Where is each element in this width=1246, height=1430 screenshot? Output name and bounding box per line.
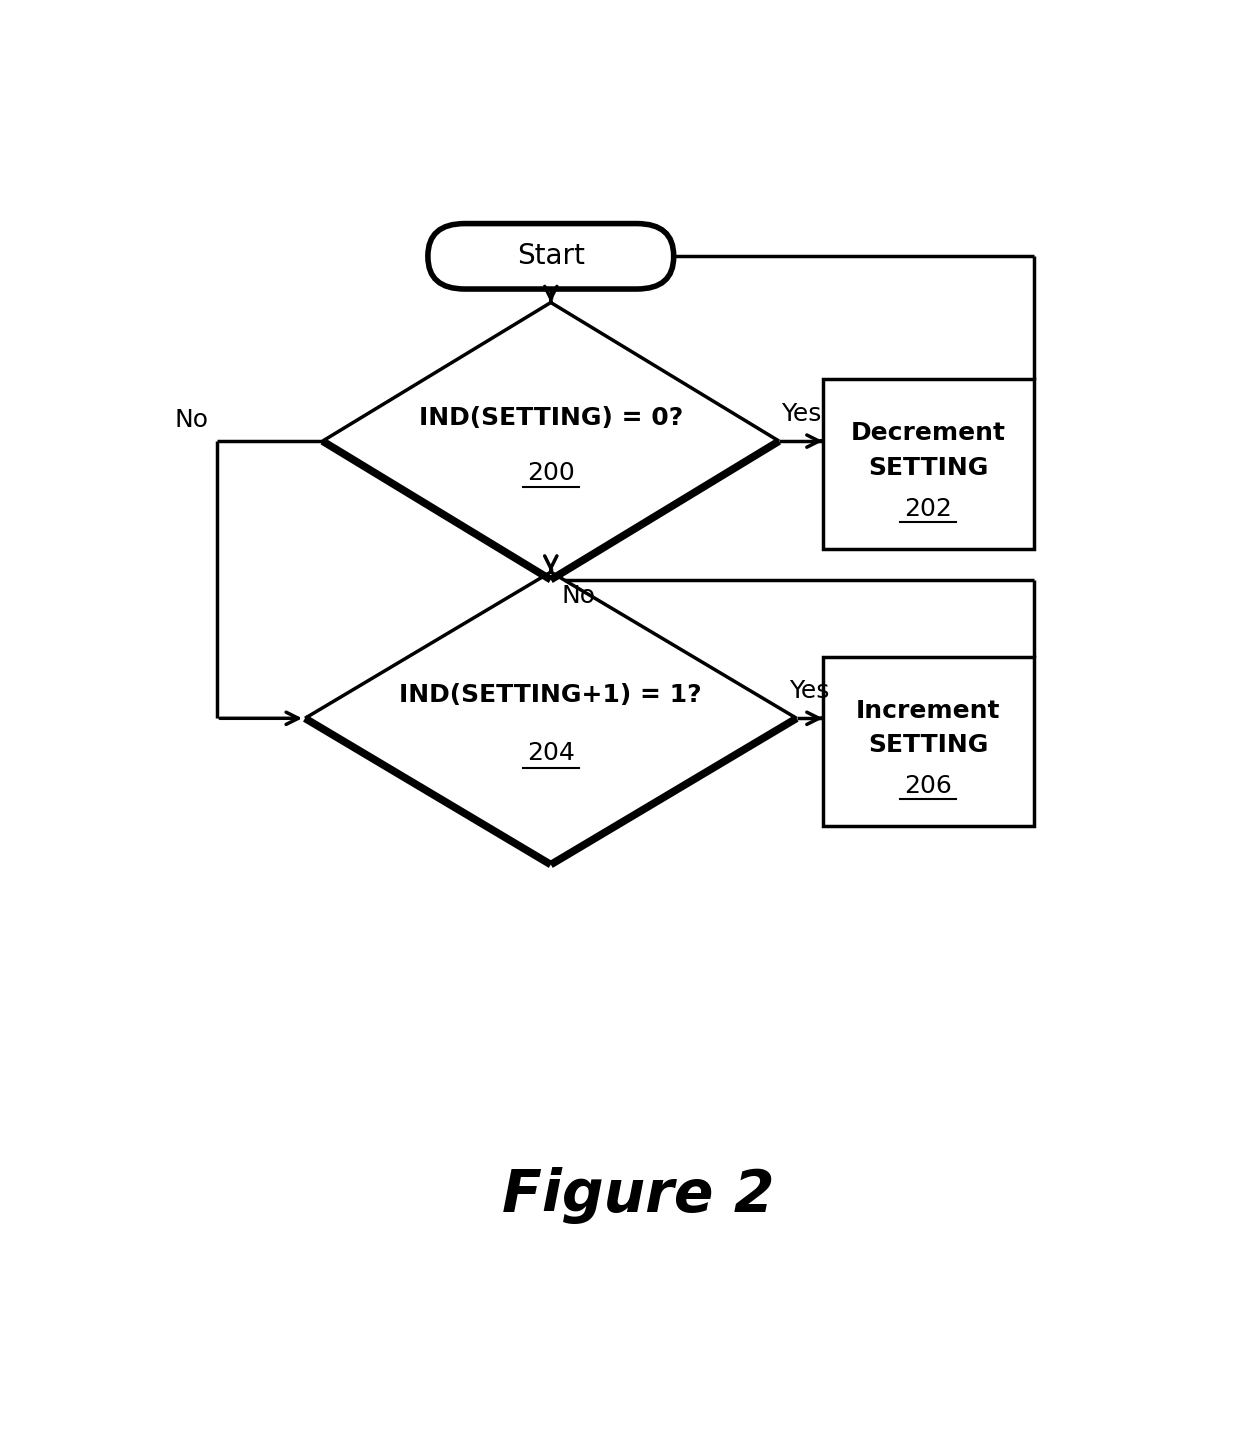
Text: 202: 202: [905, 496, 952, 521]
Text: 206: 206: [905, 774, 952, 798]
FancyBboxPatch shape: [427, 223, 674, 289]
Text: SETTING: SETTING: [868, 734, 988, 758]
Bar: [822, 379, 1034, 549]
Text: Increment: Increment: [856, 699, 1001, 722]
Polygon shape: [323, 303, 779, 579]
Text: Decrement: Decrement: [851, 422, 1006, 445]
Bar: [822, 656, 1034, 827]
Text: Start: Start: [517, 242, 584, 270]
Polygon shape: [305, 572, 796, 865]
Text: SETTING: SETTING: [868, 456, 988, 480]
Text: IND(SETTING) = 0?: IND(SETTING) = 0?: [419, 406, 683, 430]
Text: Yes: Yes: [781, 402, 821, 426]
Text: No: No: [174, 408, 208, 432]
Text: Yes: Yes: [790, 679, 830, 704]
Text: 200: 200: [527, 462, 574, 485]
Text: 204: 204: [527, 741, 574, 765]
Text: IND(SETTING+1) = 1?: IND(SETTING+1) = 1?: [400, 684, 701, 708]
Text: Figure 2: Figure 2: [502, 1167, 775, 1224]
Text: No: No: [562, 583, 596, 608]
